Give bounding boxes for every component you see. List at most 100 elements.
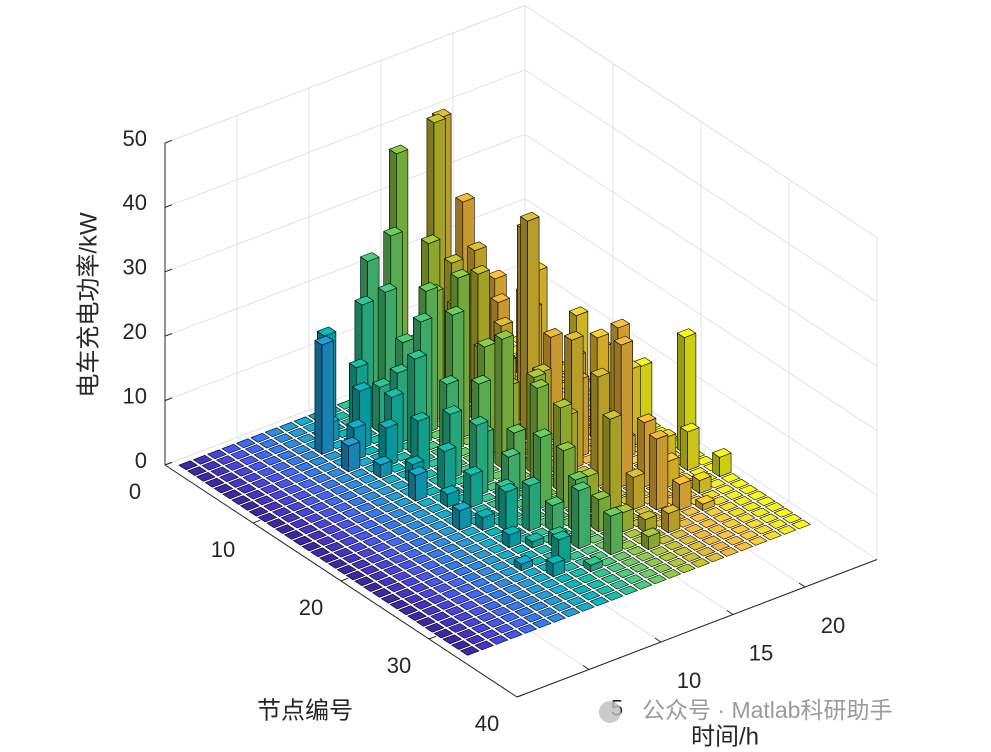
z-tick <box>164 268 173 273</box>
bar-top <box>416 617 436 627</box>
bar-top <box>460 526 481 537</box>
bar-top <box>768 519 788 529</box>
bar-top <box>450 268 470 279</box>
bar-top <box>707 524 727 534</box>
bar-top <box>377 576 398 587</box>
y-tick-label: 30 <box>387 653 411 678</box>
bar-top <box>338 490 358 501</box>
y-tick-label: 0 <box>129 479 141 504</box>
x-tick-label: 20 <box>821 613 845 638</box>
bar <box>268 444 288 455</box>
bar-front <box>348 441 361 473</box>
bar <box>277 495 298 506</box>
bar-top <box>701 535 722 546</box>
bar <box>456 628 477 639</box>
bar <box>354 576 374 587</box>
bar <box>318 507 338 518</box>
bar-top <box>396 514 417 525</box>
bar-top <box>528 601 549 612</box>
bar <box>791 519 811 530</box>
bar <box>314 335 334 455</box>
bar <box>557 590 578 601</box>
bar <box>339 536 359 547</box>
bar <box>423 531 443 542</box>
bar <box>698 518 718 529</box>
bar-top <box>525 584 546 595</box>
bar <box>430 611 450 622</box>
bar <box>488 589 508 600</box>
bar-top <box>465 634 486 645</box>
y-tick-label: 20 <box>299 595 323 620</box>
bar <box>415 571 435 582</box>
bar <box>324 541 345 552</box>
bar-top <box>490 293 510 303</box>
bar <box>378 418 398 468</box>
bar <box>392 571 412 581</box>
bar <box>420 514 440 525</box>
bar <box>626 545 646 556</box>
bar <box>324 496 344 507</box>
bar-top <box>600 573 621 584</box>
bar-front <box>540 432 553 509</box>
bar <box>251 478 271 489</box>
bar <box>280 512 301 523</box>
bar <box>236 438 256 449</box>
bar <box>675 518 695 528</box>
bar <box>408 466 428 502</box>
bar-top <box>652 563 673 573</box>
bar <box>386 582 406 593</box>
bar-side <box>498 487 507 532</box>
bar-top <box>388 508 408 519</box>
bar-top <box>307 530 327 541</box>
bar <box>437 526 458 537</box>
bar <box>308 456 329 467</box>
bar-top <box>228 478 248 488</box>
bar-top <box>448 623 468 633</box>
bar <box>600 573 621 584</box>
bar <box>773 507 794 518</box>
bar <box>451 640 471 650</box>
bar <box>327 513 347 524</box>
bar-top <box>612 551 632 562</box>
bar-top <box>274 478 294 489</box>
bar-top <box>386 582 406 593</box>
bar <box>418 588 438 599</box>
bar <box>732 496 753 506</box>
z-tick <box>164 397 173 402</box>
bar-top <box>471 623 491 634</box>
bar-top <box>367 479 387 490</box>
bar <box>739 530 759 540</box>
bar-top <box>408 466 428 476</box>
bar <box>389 599 410 610</box>
bar-top <box>440 543 461 554</box>
bar <box>424 622 445 633</box>
bar-top <box>320 479 341 490</box>
y-tick <box>516 693 525 698</box>
bar <box>577 573 598 584</box>
bar <box>479 583 499 594</box>
bar-top <box>568 306 589 317</box>
bar-top <box>432 583 453 593</box>
bar-top <box>629 562 650 573</box>
bar-top <box>392 571 412 581</box>
bar-top <box>590 367 610 378</box>
bar <box>589 596 610 607</box>
bar-top <box>340 436 361 447</box>
bar-top <box>372 588 392 598</box>
bar-top <box>273 433 294 443</box>
bar-top <box>655 534 675 545</box>
z-tick-label: 40 <box>123 190 147 215</box>
bar-top <box>698 518 718 529</box>
bar-top <box>753 524 774 535</box>
bar-top <box>675 518 695 528</box>
z-tick-label: 20 <box>123 319 147 344</box>
bar <box>295 507 315 518</box>
bar <box>571 481 591 550</box>
bar <box>510 544 530 555</box>
bar <box>448 623 468 633</box>
bar-top <box>756 496 776 507</box>
bar <box>275 524 295 534</box>
bar <box>436 600 456 610</box>
bar-top <box>438 571 458 582</box>
bar <box>554 573 574 584</box>
